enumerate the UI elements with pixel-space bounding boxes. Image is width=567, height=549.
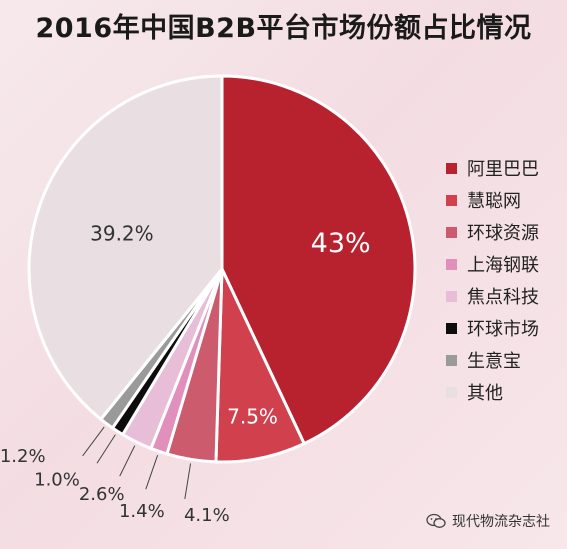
legend-swatch [446,258,457,270]
wechat-icon [426,513,446,528]
legend-swatch [446,226,457,238]
slice-label-6: 1.0% [34,469,80,490]
slice-label-1: 43% [311,228,371,259]
pie-slice-1 [220,74,417,446]
pie-slices [27,74,417,464]
leader-line-5 [119,445,136,477]
legend-swatch [446,290,457,302]
chart-title: 2016年中国B2B平台市场份额占比情况 [35,13,532,44]
slice-label-2: 7.5% [227,404,278,428]
leader-line-6 [96,434,116,464]
legend-label: 上海钢联 [467,255,539,276]
legend-label: 环球资源 [467,223,539,244]
chart-legend: 阿里巴巴慧聪网环球资源上海钢联焦点科技环球市场生意宝其他 [446,152,539,408]
slice-labels: 43% 7.5% 4.1% 1.4%2.6%1.0%1.2% 39.2% [0,222,371,526]
legend-item-6: 环球市场 [446,312,539,344]
slice-label-3: 4.1% [184,505,230,526]
legend-swatch [446,354,457,366]
legend-item-5: 焦点科技 [446,280,539,312]
pie-slice-8 [27,74,224,422]
legend-swatch [446,194,457,206]
legend-label: 慧聪网 [467,191,521,212]
legend-label: 其他 [467,383,503,404]
legend-item-7: 生意宝 [446,344,539,376]
slice-label-5: 2.6% [79,484,125,505]
legend-item-8: 其他 [446,376,539,408]
legend-item-4: 上海钢联 [446,248,539,280]
legend-swatch [446,162,457,174]
slice-label-8: 39.2% [90,222,154,246]
legend-swatch [446,386,457,398]
legend-label: 生意宝 [467,351,521,372]
label-leader-lines [82,426,192,500]
leader-line-7 [82,426,105,457]
legend-label: 阿里巴巴 [467,159,539,180]
slice-label-7: 1.2% [0,446,46,467]
slice-label-4: 1.4% [119,501,165,522]
legend-label: 环球市场 [467,319,539,340]
watermark-text: 现代物流杂志社 [452,514,550,530]
leader-line-3 [184,463,192,500]
legend-item-3: 环球资源 [446,216,539,248]
legend-item-1: 阿里巴巴 [446,152,539,184]
leader-line-4 [145,455,159,490]
watermark: 现代物流杂志社 [426,511,550,531]
legend-label: 焦点科技 [467,287,539,308]
legend-swatch [446,322,457,334]
legend-item-2: 慧聪网 [446,184,539,216]
